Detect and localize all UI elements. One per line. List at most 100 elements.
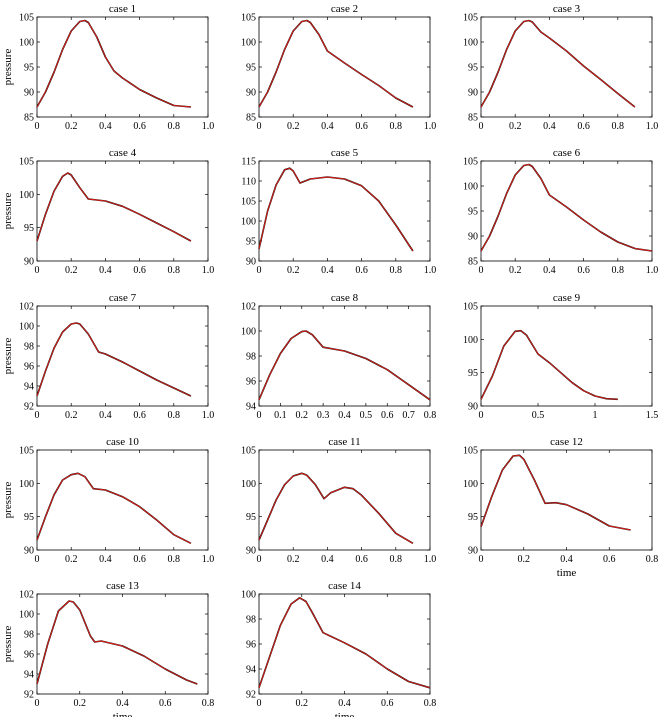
y-tick-label: 90 [468, 546, 478, 557]
x-tick-label: 0 [479, 410, 484, 421]
x-tick-label: 0.8 [390, 121, 403, 132]
y-tick-label: 100 [463, 38, 478, 49]
series-line-measured [258, 167, 414, 252]
x-tick-label: 0.2 [287, 121, 300, 132]
chart-title: case 12 [550, 436, 583, 448]
y-tick-label: 95 [246, 63, 256, 74]
x-tick-label: 0.6 [355, 554, 368, 565]
series-line-measured [36, 600, 198, 685]
x-tick-label: 0.8 [424, 698, 437, 709]
y-tick-label: 90 [24, 546, 34, 557]
x-tick-label: 0.6 [133, 554, 146, 565]
x-tick-label: 0.2 [296, 698, 309, 709]
y-tick-label: 105 [241, 13, 256, 24]
y-tick-label: 102 [19, 302, 34, 313]
x-tick-label: 0.5 [360, 410, 373, 421]
y-tick-label: 105 [19, 13, 34, 24]
chart-case-5: 0 0.2 0.4 0.6 0.8 1.0 90 95 100 105 110 115 case 5 [241, 147, 436, 276]
y-tick-label: 90 [246, 257, 256, 268]
x-tick-label: 0.4 [543, 265, 556, 276]
x-tick-label: 0 [35, 265, 40, 276]
chart-case-12: 0 0.2 0.4 0.6 0.8 90 95 100 105 case 12 time [463, 436, 658, 579]
series-line-measured [258, 472, 414, 544]
y-tick-label: 96 [246, 377, 256, 388]
x-tick-label: 0.2 [509, 121, 522, 132]
y-tick-label: 96 [24, 362, 34, 373]
y-tick-label: 92 [24, 690, 34, 701]
plot-frame [36, 593, 209, 695]
x-tick-label: 0.6 [355, 121, 368, 132]
y-tick-label: 95 [468, 368, 478, 379]
y-tick-label: 94 [24, 382, 34, 393]
y-tick-label: 102 [241, 302, 256, 313]
series-line-model [36, 472, 192, 544]
x-tick-label: 0 [479, 121, 484, 132]
x-tick-label: 0 [479, 265, 484, 276]
x-tick-label: 0.2 [287, 554, 300, 565]
x-tick-label: 0.2 [296, 410, 309, 421]
y-tick-label: 105 [241, 197, 256, 208]
chart-title: case 13 [106, 580, 139, 592]
x-tick-label: 0.6 [355, 265, 368, 276]
y-tick-label: 96 [246, 640, 256, 651]
x-tick-label: 0.6 [133, 121, 146, 132]
y-tick-label: 102 [19, 590, 34, 601]
x-tick-label: 1.0 [646, 265, 659, 276]
series-line-model [258, 330, 431, 401]
series-line-model [258, 167, 414, 252]
y-tick-label: 95 [24, 223, 34, 234]
y-tick-label: 100 [19, 322, 34, 333]
chart-case-2: 0 0.2 0.4 0.6 0.8 1.0 85 90 95 100 105 case 2 [241, 3, 436, 132]
series-line-model [480, 454, 631, 531]
y-tick-label: 90 [468, 402, 478, 413]
y-tick-label: 95 [24, 512, 34, 523]
plot-frame [258, 305, 431, 407]
chart-case-7: 0 0.2 0.4 0.6 0.8 1.0 92 94 96 98 100 102 case 7 pres… [2, 292, 214, 421]
y-tick-label: 95 [468, 512, 478, 523]
x-tick-label: 1.0 [424, 554, 437, 565]
chart-case-8: 0 0.1 0.2 0.3 0.4 0.5 0.6 0.7 0.8 94 96 98 100 102 cas… [241, 292, 436, 421]
y-tick-label: 95 [246, 237, 256, 248]
x-axis-label: time [113, 711, 133, 717]
x-tick-label: 0.4 [99, 554, 112, 565]
y-tick-label: 100 [241, 479, 256, 490]
chart-title: case 6 [553, 147, 581, 159]
y-tick-label: 95 [246, 512, 256, 523]
plot-frame [480, 305, 653, 407]
y-axis-label: pressure [2, 626, 14, 663]
y-tick-label: 94 [24, 670, 34, 681]
plot-frame [36, 449, 209, 551]
chart-title: case 10 [106, 436, 139, 448]
x-tick-label: 0.8 [168, 410, 181, 421]
series-line-measured [258, 330, 431, 401]
x-tick-label: 0.2 [518, 554, 531, 565]
y-tick-label: 98 [246, 615, 256, 626]
y-axis-label: pressure [2, 49, 14, 86]
y-tick-label: 115 [241, 157, 256, 168]
y-tick-label: 90 [24, 88, 34, 99]
x-tick-label: 0 [35, 698, 40, 709]
y-tick-label: 105 [241, 446, 256, 457]
series-line-measured [36, 172, 192, 242]
plot-frame [36, 160, 209, 262]
chart-title: case 3 [553, 3, 581, 15]
x-tick-label: 0.8 [646, 554, 659, 565]
x-tick-label: 0.2 [65, 554, 78, 565]
x-tick-label: 0.2 [65, 121, 78, 132]
y-tick-label: 94 [246, 665, 256, 676]
y-tick-label: 95 [468, 207, 478, 218]
x-tick-label: 0.6 [603, 554, 616, 565]
plot-frame [36, 16, 209, 118]
series-line-measured [36, 19, 191, 108]
x-tick-label: 0.6 [159, 698, 172, 709]
y-tick-label: 98 [24, 342, 34, 353]
x-tick-label: 1.0 [646, 121, 659, 132]
x-tick-label: 1.5 [646, 410, 659, 421]
x-tick-label: 0 [257, 554, 262, 565]
series-line-model [480, 20, 636, 108]
x-tick-label: 0.4 [560, 554, 573, 565]
series-line-model [258, 20, 414, 108]
y-tick-label: 90 [468, 232, 478, 243]
chart-case-11: 0 0.2 0.4 0.6 0.8 1.0 90 95 100 105 case 11 [241, 436, 436, 565]
series-line-model [258, 597, 431, 689]
